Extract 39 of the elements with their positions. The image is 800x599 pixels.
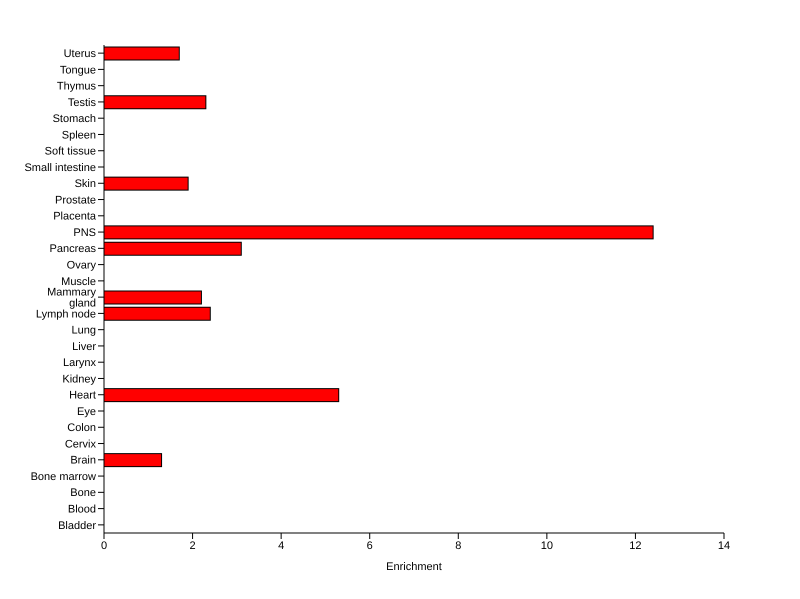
y-tick-label: Bone marrow — [30, 470, 96, 483]
x-tick-label: 4 — [278, 540, 284, 552]
y-tick-label: Pancreas — [50, 243, 96, 256]
y-tick-label: Uterus — [64, 48, 96, 60]
y-tick-label: Liver — [72, 340, 96, 353]
y-tick-label: Lymph node — [36, 308, 96, 320]
y-tick-label: Brain — [70, 454, 96, 467]
y-tick-label: Thymus — [56, 80, 96, 93]
y-tick-label: Blood — [68, 504, 96, 516]
y-tick-label: Small intestine — [24, 162, 96, 174]
y-tick-label: Skin — [74, 178, 96, 190]
y-tick-label: Colon — [67, 422, 96, 434]
y-tick-label: Heart — [69, 390, 96, 402]
x-tick-label: 14 — [718, 540, 730, 552]
y-tick-label: Lung — [72, 324, 96, 337]
y-tick-label: Bone — [70, 487, 96, 500]
y-tick-label: PNS — [73, 226, 96, 239]
y-tick-label: Ovary — [66, 260, 96, 272]
x-tick-label: 0 — [100, 540, 108, 552]
y-tick-label: Bladder — [58, 520, 96, 532]
x-axis-title: Enrichment — [386, 561, 442, 573]
y-tick-label: Larynx — [62, 357, 96, 370]
y-tick-label: Tongue — [60, 64, 96, 76]
y-tick-label: Soft tissue — [44, 146, 96, 158]
y-tick-label: Stomach — [52, 113, 96, 126]
y-tick-label: Mammary gland — [47, 286, 96, 310]
y-tick-label: Spleen — [62, 129, 96, 142]
y-tick-label: Cervix — [64, 438, 96, 450]
x-tick-label: 6 — [366, 540, 373, 552]
y-tick-label: Eye — [77, 406, 96, 418]
x-tick-label: 2 — [190, 540, 196, 552]
x-tick-label: 12 — [629, 540, 642, 552]
y-tick-label: Muscle — [61, 276, 96, 288]
x-tick-label: 8 — [455, 540, 462, 552]
x-tick-label: 10 — [540, 540, 553, 552]
y-tick-label: Placenta — [53, 210, 97, 223]
y-tick-label: Prostate — [55, 194, 96, 206]
y-tick-label: Kidney — [62, 373, 96, 386]
y-tick-label: Testis — [68, 96, 96, 109]
